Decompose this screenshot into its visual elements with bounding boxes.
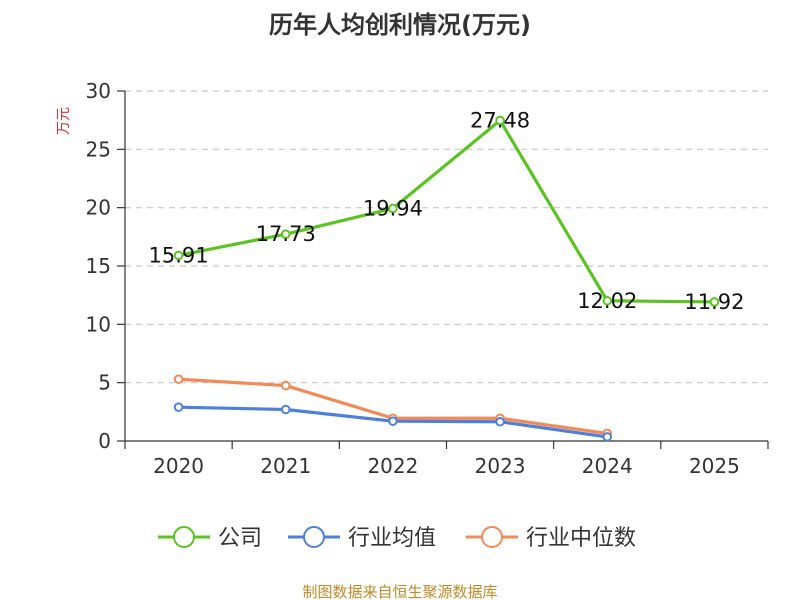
legend-label: 行业中位数 [526, 526, 636, 551]
legend-item[interactable]: 公司 [158, 526, 262, 551]
x-tick-label: 2020 [153, 454, 204, 478]
y-axis-label: 万元 [56, 107, 72, 135]
data-label: 19.94 [363, 196, 423, 220]
data-point [495, 416, 505, 427]
data-point [388, 416, 398, 426]
data-point [173, 250, 184, 261]
series [173, 115, 720, 442]
chart-title: 历年人均创利情况(万元) [269, 11, 531, 39]
source-note: 制图数据来自恒生聚源数据库 [302, 583, 497, 600]
y-tick-label: 10 [86, 312, 111, 336]
grid [125, 90, 768, 384]
data-point [602, 432, 613, 442]
legend-item[interactable]: 行业中位数 [466, 526, 636, 551]
y-tick-label: 5 [98, 371, 111, 395]
legend-label: 行业均值 [348, 526, 436, 551]
data-label: 12.02 [577, 289, 637, 313]
x-tick-label: 2025 [689, 454, 740, 478]
x-tick-label: 2022 [367, 454, 418, 478]
data-point [280, 380, 291, 391]
data-point [173, 402, 184, 412]
x-tick-label: 2023 [475, 454, 526, 478]
legend-marker [481, 526, 503, 548]
legend: 公司 行业均值 行业中位数 [158, 526, 636, 551]
y-tick-label: 20 [86, 196, 111, 220]
data-point [602, 295, 613, 306]
data-point [280, 404, 291, 415]
legend-item[interactable]: 行业均值 [288, 526, 436, 551]
data-label: 17.73 [256, 222, 316, 246]
legend-marker [303, 526, 325, 548]
legend-marker [173, 526, 195, 548]
data-label: 27.48 [470, 108, 530, 132]
y-tick-label: 15 [86, 254, 111, 278]
data-point [495, 115, 505, 126]
data-label: 15.91 [149, 243, 209, 267]
x-tick-label: 2024 [582, 454, 633, 478]
x-tick-label: 2021 [260, 454, 311, 478]
legend-label: 公司 [218, 526, 262, 551]
data-point [280, 229, 291, 239]
data-labels: 15.91 17.73 19.94 27.48 12.02 11.92 [149, 108, 745, 314]
data-point [709, 297, 720, 307]
y-tick-label: 25 [86, 137, 111, 161]
data-point [388, 203, 398, 214]
data-point [173, 374, 184, 384]
data-label: 11.92 [684, 290, 744, 314]
y-tick-label: 0 [98, 429, 111, 453]
series-line [176, 118, 717, 304]
y-tick-label: 30 [86, 79, 111, 103]
